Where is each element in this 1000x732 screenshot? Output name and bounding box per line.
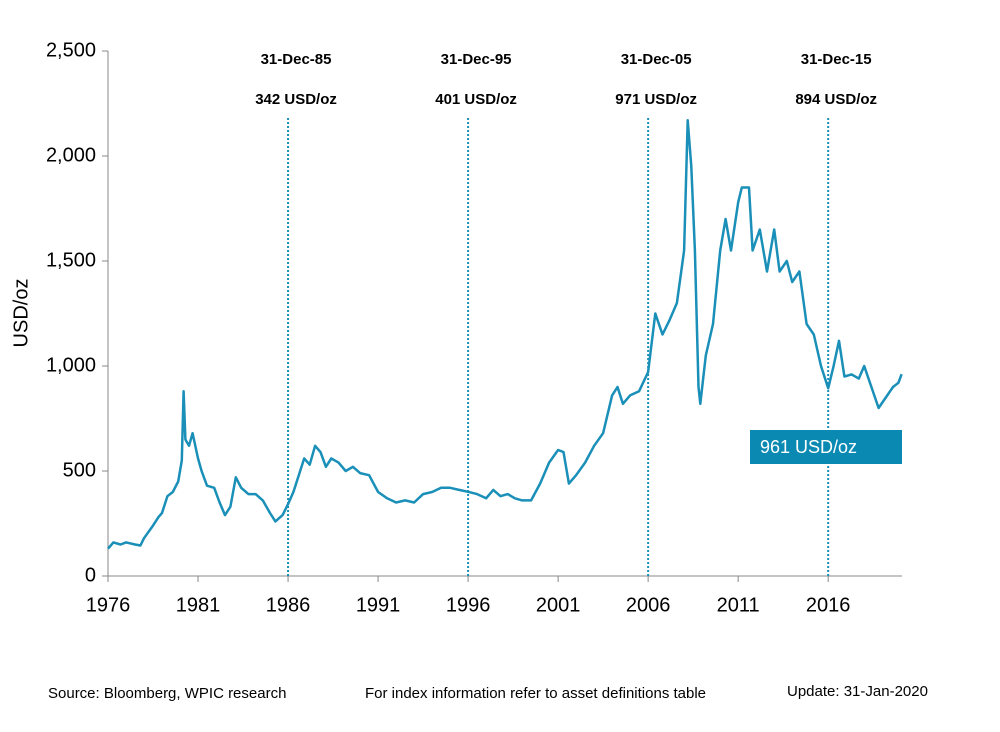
x-tick-label: 2001 bbox=[536, 594, 581, 616]
y-axis-label: USD/oz bbox=[10, 279, 32, 348]
x-tick-label: 1996 bbox=[446, 594, 491, 616]
annotation-price: 971 USD/oz bbox=[615, 91, 697, 108]
annotation-price: 894 USD/oz bbox=[795, 91, 877, 108]
y-tick-label: 2,000 bbox=[46, 144, 96, 166]
source: Source: Bloomberg, WPIC research bbox=[48, 685, 286, 702]
annotation-date: 31-Dec-05 bbox=[621, 51, 692, 68]
annotation-price: 401 USD/oz bbox=[435, 91, 517, 108]
x-tick-label: 1991 bbox=[356, 594, 401, 616]
y-tick-label: 500 bbox=[63, 459, 96, 481]
last-value-label: 961 USD/oz bbox=[760, 437, 857, 457]
y-tick-label: 1,000 bbox=[46, 354, 96, 376]
note: For index information refer to asset def… bbox=[365, 685, 706, 702]
annotation-date: 31-Dec-85 bbox=[261, 51, 332, 68]
annotation-date: 31-Dec-15 bbox=[801, 51, 872, 68]
annotation-date: 31-Dec-95 bbox=[441, 51, 512, 68]
y-tick-label: 0 bbox=[85, 564, 96, 586]
update: Update: 31-Jan-2020 bbox=[787, 683, 928, 700]
annotation-price: 342 USD/oz bbox=[255, 91, 337, 108]
y-tick-label: 1,500 bbox=[46, 249, 96, 271]
x-tick-label: 1981 bbox=[176, 594, 221, 616]
x-tick-label: 2016 bbox=[806, 594, 851, 616]
last-value-box bbox=[750, 430, 902, 464]
x-tick-label: 2006 bbox=[626, 594, 671, 616]
x-tick-label: 2011 bbox=[717, 594, 760, 616]
price-line bbox=[107, 119, 903, 550]
x-tick-label: 1986 bbox=[266, 594, 311, 616]
y-tick-label: 2,500 bbox=[46, 39, 96, 61]
x-tick-label: 1976 bbox=[86, 594, 131, 616]
